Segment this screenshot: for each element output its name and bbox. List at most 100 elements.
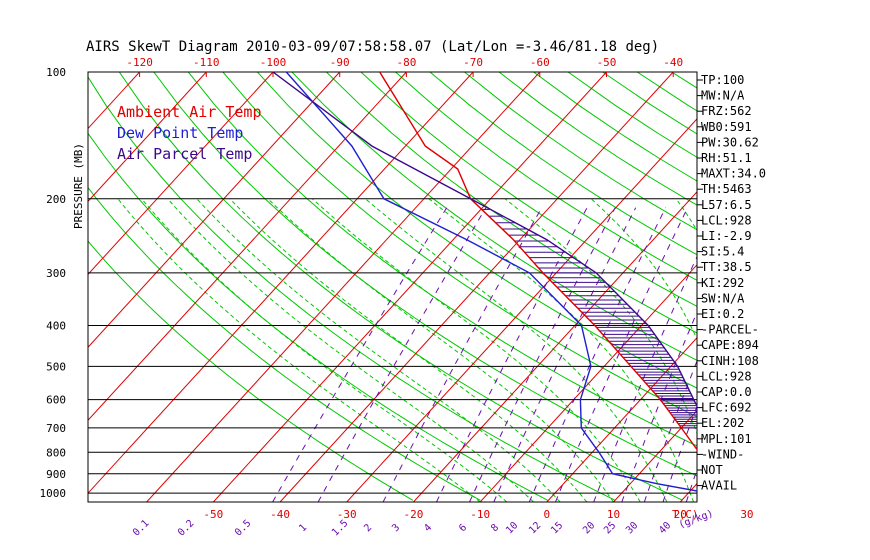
- dry-adiabat-line: [741, 72, 870, 500]
- mixing-ratio-line: [272, 207, 448, 502]
- isotherm-line: [747, 72, 870, 502]
- index-entry: CINH:108: [701, 354, 759, 368]
- mixing-ratio-label: 20: [581, 520, 597, 536]
- index-entry: L57:6.5: [701, 198, 752, 212]
- mixing-ratio-line: [621, 310, 697, 502]
- index-entry: LI:-2.9: [701, 229, 752, 243]
- top-temperature-tick-label: -120: [126, 56, 153, 69]
- mixing-ratio-label: 15: [549, 520, 565, 536]
- mixing-ratio-label: 0.2: [176, 518, 197, 539]
- top-temperature-ticks: -120 -110 -100 -90 -80 -70 -60 -50 -40: [126, 56, 683, 77]
- mixing-ratio-label: 12: [527, 520, 543, 536]
- index-entry: SW:N/A: [701, 291, 745, 305]
- mixing-ratio-label: 0.1: [131, 518, 152, 539]
- mixing-ratio-label: 4: [422, 522, 434, 534]
- isotherm-line: [146, 72, 541, 502]
- moist-adiabat-line: [167, 198, 534, 502]
- mixing-ratio-line: [317, 207, 487, 502]
- bottom-temperature-tick-label: 0: [544, 508, 551, 521]
- chart-title: AIRS SkewT Diagram 2010-03-09/07:58:58.0…: [86, 39, 659, 55]
- mixing-ratio-line: [382, 207, 543, 502]
- legend-entry: Air Parcel Temp: [117, 145, 252, 163]
- moist-adiabat-line: [117, 198, 481, 502]
- index-entry: EI:0.2: [701, 307, 744, 321]
- moist-adiabat-line: [196, 198, 561, 502]
- isotherm-line: [0, 72, 6, 502]
- index-entry: RH:51.1: [701, 151, 752, 165]
- legend-entry: Dew Point Temp: [117, 124, 243, 142]
- dry-adiabat-line: [187, 72, 697, 447]
- bottom-temperature-tick-label: -30: [337, 508, 357, 521]
- bottom-temperature-tick-label: -50: [203, 508, 223, 521]
- isotherm-line: [88, 72, 274, 276]
- index-entry: CAPE:894: [701, 338, 759, 352]
- index-entry: TP:100: [701, 73, 744, 87]
- mixing-ratio-line: [593, 255, 697, 502]
- isotherm-line: [814, 72, 870, 502]
- y-axis-label: PRESSURE (MB): [72, 143, 85, 229]
- index-entry: -WIND-: [701, 447, 744, 461]
- pressure-tick-label: 1000: [40, 487, 67, 500]
- index-entry: PW:30.62: [701, 135, 759, 149]
- mixing-ratio-line: [795, 208, 870, 502]
- isotherm-line: [88, 72, 407, 421]
- plot-frame: [87, 71, 698, 503]
- mixing-ratio-line: [528, 207, 667, 502]
- dry-adiabat-line: [775, 72, 870, 500]
- dry-adiabat-line: [429, 72, 697, 256]
- dry-adiabat-line: [810, 72, 870, 500]
- top-temperature-tick-label: -90: [330, 56, 350, 69]
- index-entry: TT:38.5: [701, 260, 752, 274]
- index-entry: FRZ:562: [701, 104, 752, 118]
- bottom-temperature-tick-label: -10: [470, 508, 490, 521]
- mixing-ratio-label: 1: [297, 522, 309, 534]
- pressure-tick-label: 200: [46, 193, 66, 206]
- mixing-ratio-label: 3: [390, 522, 402, 534]
- top-temperature-tick-label: -70: [463, 56, 483, 69]
- pressure-tick-label: 500: [46, 360, 66, 373]
- index-entry: EL:202: [701, 416, 744, 430]
- mixing-ratio-line: [469, 207, 616, 502]
- bottom-temperature-tick-label: 20: [674, 508, 687, 521]
- index-entry: SI:5.4: [701, 245, 744, 259]
- mixing-ratio-label: 10: [504, 520, 520, 536]
- mixing-ratio-label: 40: [657, 520, 673, 536]
- index-entry: MW:N/A: [701, 89, 745, 103]
- mixing-ratio-line: [436, 207, 588, 502]
- moist-adiabat-line: [229, 198, 588, 502]
- dry-adiabat-line: [291, 72, 697, 361]
- index-entry: MAXT:34.0: [701, 167, 766, 181]
- pressure-tick-label: 700: [46, 422, 66, 435]
- bottom-temperature-ticks: -50 -40 -30 -20 -10 0 10 20 30 T(C): [203, 508, 753, 521]
- dry-adiabat-line: [88, 240, 414, 501]
- isotherm-line: [88, 72, 207, 203]
- top-temperature-tick-label: -50: [597, 56, 617, 69]
- isotherm-line: [279, 72, 674, 502]
- legend-entry: Ambient Air Temp: [117, 103, 262, 121]
- mixing-ratio-line: [762, 208, 859, 502]
- isotherm-line: [546, 337, 697, 502]
- isotherm-line: [88, 72, 474, 494]
- cape-hatch: [481, 208, 697, 429]
- pressure-tick-label: 300: [46, 267, 66, 280]
- index-entry: -PARCEL-: [701, 323, 759, 337]
- top-temperature-tick-label: -60: [530, 56, 550, 69]
- top-temperature-tick-label: -100: [260, 56, 287, 69]
- pressure-tick-label: 800: [46, 446, 66, 459]
- mixing-ratio-label: 25: [602, 520, 618, 536]
- moist-adiabat-line: [267, 198, 614, 502]
- index-entry: KI:292: [701, 276, 744, 290]
- bottom-temperature-tick-label: 10: [607, 508, 620, 521]
- isotherm-line: [479, 264, 697, 502]
- pressure-tick-label: 600: [46, 394, 66, 407]
- mixing-ratio-label: 1.5: [330, 518, 351, 539]
- isotherm-line: [613, 409, 697, 502]
- moist-adiabat-line: [428, 198, 695, 502]
- top-temperature-tick-label: -110: [193, 56, 220, 69]
- dry-adiabat-line: [464, 72, 697, 231]
- index-entry: TH:5463: [701, 182, 752, 196]
- legend: Ambient Air Temp Dew Point Temp Air Parcel…: [117, 103, 262, 163]
- mixing-ratio-label: 6: [457, 522, 469, 534]
- pressure-tick-label: 100: [46, 66, 66, 79]
